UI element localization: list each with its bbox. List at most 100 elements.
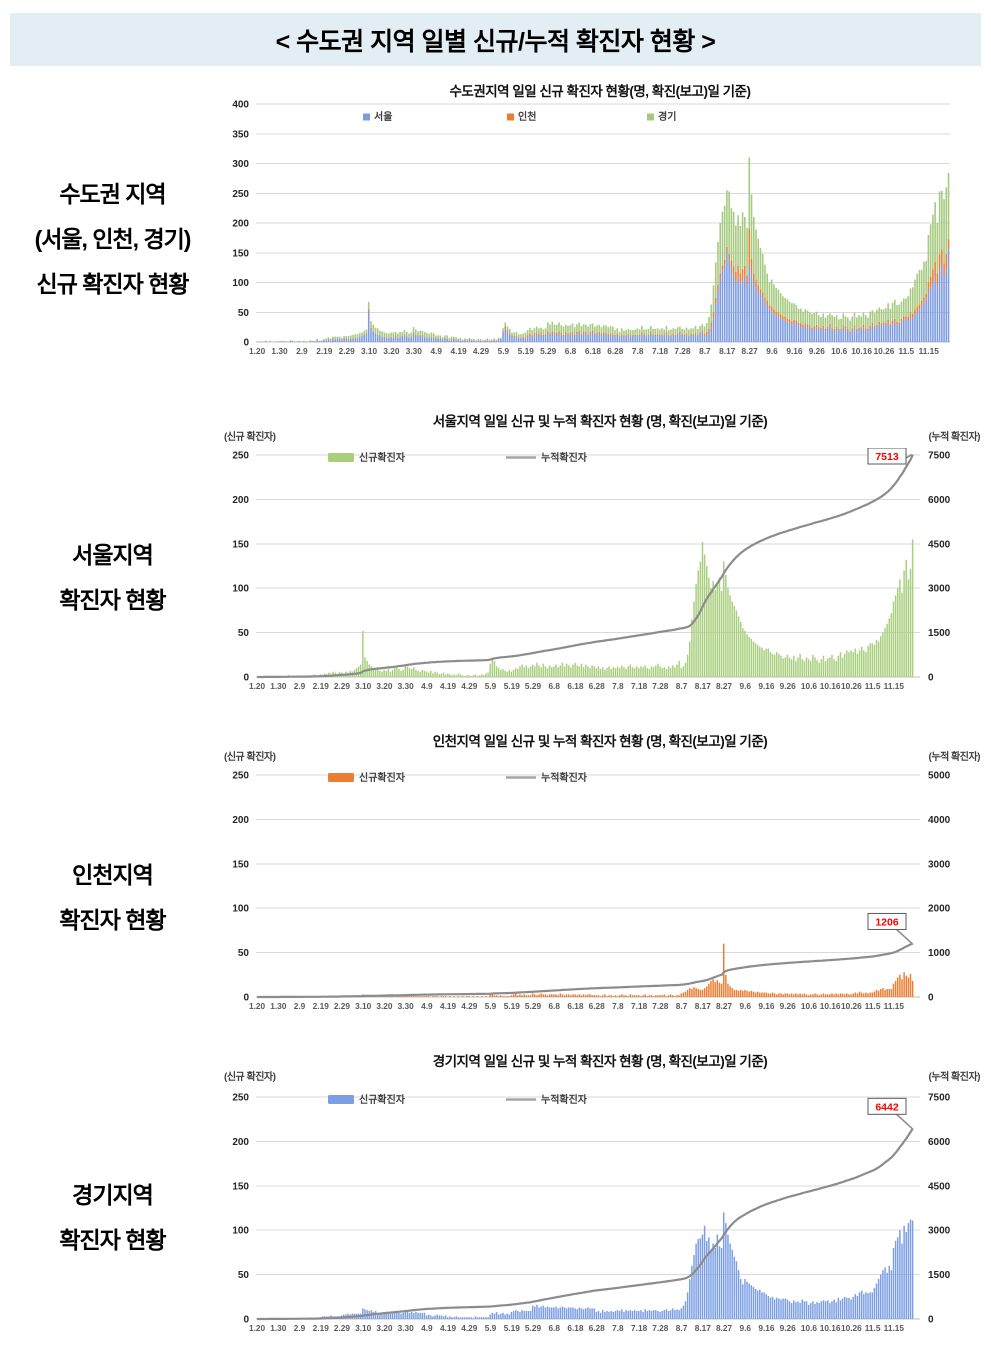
chart-title-gyeonggi: 경기지역 일일 신규 및 누적 확진자 현황 (명, 확진(보고)일 기준)	[432, 1054, 768, 1069]
svg-text:2.29: 2.29	[334, 1323, 351, 1333]
svg-text:1000: 1000	[928, 948, 951, 959]
svg-text:9.26: 9.26	[780, 1323, 797, 1333]
svg-text:50: 50	[238, 948, 250, 959]
svg-text:10.16: 10.16	[820, 681, 841, 691]
svg-text:7.28: 7.28	[652, 681, 669, 691]
svg-text:10.16: 10.16	[851, 346, 872, 356]
svg-text:5.9: 5.9	[498, 346, 510, 356]
seoul-daily-cumulative-canvas: 2502001501005007500600045003000150001.20…	[232, 447, 951, 691]
svg-text:7.8: 7.8	[632, 346, 644, 356]
svg-text:신규확진자: 신규확진자	[359, 771, 406, 784]
svg-text:6.8: 6.8	[548, 1323, 560, 1333]
svg-text:6.28: 6.28	[589, 1323, 606, 1333]
bars-layer	[260, 1212, 914, 1319]
svg-text:7.28: 7.28	[674, 346, 691, 356]
svg-text:150: 150	[232, 1181, 249, 1192]
svg-text:누적확진자: 누적확진자	[541, 1093, 588, 1106]
svg-text:3.30: 3.30	[398, 681, 415, 691]
svg-text:2.19: 2.19	[313, 681, 330, 691]
svg-text:10.26: 10.26	[841, 1323, 862, 1333]
svg-text:5.19: 5.19	[518, 346, 535, 356]
svg-text:5.9: 5.9	[485, 1323, 497, 1333]
svg-text:8.17: 8.17	[695, 1001, 712, 1011]
incheon-daily-chart: 250 200 150 100 50 0 5000 4000 3000 2000 1000 0 1.20…	[220, 768, 991, 1020]
svg-text:250: 250	[232, 1093, 249, 1104]
svg-text:6000: 6000	[928, 1137, 951, 1148]
svg-text:3.20: 3.20	[376, 1323, 393, 1333]
bars-layer	[264, 943, 914, 997]
svg-text:6.18: 6.18	[567, 681, 584, 691]
svg-text:2.19: 2.19	[313, 1001, 330, 1011]
cumulative-total-annotation: 6442	[867, 1097, 913, 1129]
svg-text:10.16: 10.16	[820, 1323, 841, 1333]
svg-text:5.9: 5.9	[485, 1001, 497, 1011]
svg-text:6.18: 6.18	[585, 346, 602, 356]
svg-text:200: 200	[232, 219, 249, 230]
svg-text:4.9: 4.9	[421, 1323, 433, 1333]
svg-text:6.18: 6.18	[567, 1323, 584, 1333]
svg-text:10.6: 10.6	[801, 1323, 818, 1333]
svg-text:50: 50	[238, 1270, 250, 1281]
svg-text:1.30: 1.30	[270, 1323, 287, 1333]
left-axis-caption-gyeonggi: (신규 확진자)	[224, 1072, 276, 1083]
legend: 신규확진자 누적확진자	[328, 1093, 588, 1106]
svg-text:9.6: 9.6	[739, 681, 751, 691]
side-label-incheon: 인천지역 확진자 현황	[59, 862, 166, 933]
svg-text:2.9: 2.9	[296, 346, 308, 356]
svg-text:3.30: 3.30	[398, 1323, 415, 1333]
svg-text:8.27: 8.27	[716, 681, 733, 691]
svg-text:250: 250	[232, 451, 249, 462]
page-title: < 수도권 지역 일별 신규/누적 확진자 현황 >	[275, 27, 716, 56]
svg-text:7513: 7513	[875, 451, 899, 463]
svg-text:100: 100	[232, 278, 249, 289]
svg-text:9.6: 9.6	[739, 1001, 751, 1011]
svg-text:0: 0	[928, 673, 934, 684]
svg-text:6000: 6000	[928, 495, 951, 506]
svg-text:3.20: 3.20	[383, 346, 400, 356]
svg-text:10.6: 10.6	[831, 346, 848, 356]
svg-text:7.18: 7.18	[631, 681, 648, 691]
svg-text:3.10: 3.10	[355, 681, 372, 691]
svg-text:경기: 경기	[658, 110, 676, 123]
svg-text:3000: 3000	[928, 1226, 951, 1237]
svg-text:1500: 1500	[928, 1270, 951, 1281]
x-axis-labels: 1.20 1.30 2.9 2.19 2.29 3.10 3.20 3.30 4.9 4.19 4.…	[249, 1323, 904, 1333]
legend: 신규확진자 누적확진자	[328, 451, 588, 464]
svg-text:8.17: 8.17	[695, 1323, 712, 1333]
svg-text:7.8: 7.8	[612, 681, 624, 691]
svg-text:2.9: 2.9	[294, 1323, 306, 1333]
svg-text:1.20: 1.20	[249, 681, 266, 691]
svg-text:1.20: 1.20	[249, 1323, 266, 1333]
svg-text:7.8: 7.8	[612, 1001, 624, 1011]
legend: 신규확진자 누적확진자	[328, 771, 588, 784]
svg-text:2.9: 2.9	[294, 1001, 306, 1011]
svg-text:8.7: 8.7	[699, 346, 711, 356]
right-axis-caption-gyeonggi: (누적 확진자)	[928, 1072, 981, 1083]
svg-text:150: 150	[232, 859, 249, 870]
svg-text:4500: 4500	[928, 1181, 951, 1192]
svg-text:350: 350	[232, 129, 249, 140]
cumulative-total-annotation: 7513	[867, 447, 913, 465]
chart-title-incheon: 인천지역 일일 신규 및 누적 확진자 현황 (명, 확진(보고)일 기준)	[432, 734, 768, 749]
svg-text:3.10: 3.10	[355, 1323, 372, 1333]
svg-text:7.8: 7.8	[612, 1323, 624, 1333]
svg-text:6.28: 6.28	[607, 346, 624, 356]
svg-text:8.7: 8.7	[676, 1001, 688, 1011]
svg-text:250: 250	[232, 189, 249, 200]
svg-text:6.28: 6.28	[589, 1001, 606, 1011]
svg-text:6.8: 6.8	[565, 346, 577, 356]
svg-text:100: 100	[232, 1226, 249, 1237]
svg-text:5.9: 5.9	[485, 681, 497, 691]
svg-text:100: 100	[232, 584, 249, 595]
svg-text:7.28: 7.28	[652, 1323, 669, 1333]
svg-text:4.19: 4.19	[440, 1001, 457, 1011]
svg-text:3.30: 3.30	[406, 346, 423, 356]
svg-text:9.16: 9.16	[758, 1001, 775, 1011]
svg-text:11.5: 11.5	[865, 1001, 881, 1011]
svg-text:8.27: 8.27	[742, 346, 759, 356]
svg-text:9.16: 9.16	[758, 681, 775, 691]
side-label-seoul: 서울지역 확진자 현황	[59, 542, 166, 613]
svg-text:4.29: 4.29	[461, 681, 478, 691]
svg-text:200: 200	[232, 1137, 249, 1148]
svg-text:0: 0	[243, 338, 249, 349]
